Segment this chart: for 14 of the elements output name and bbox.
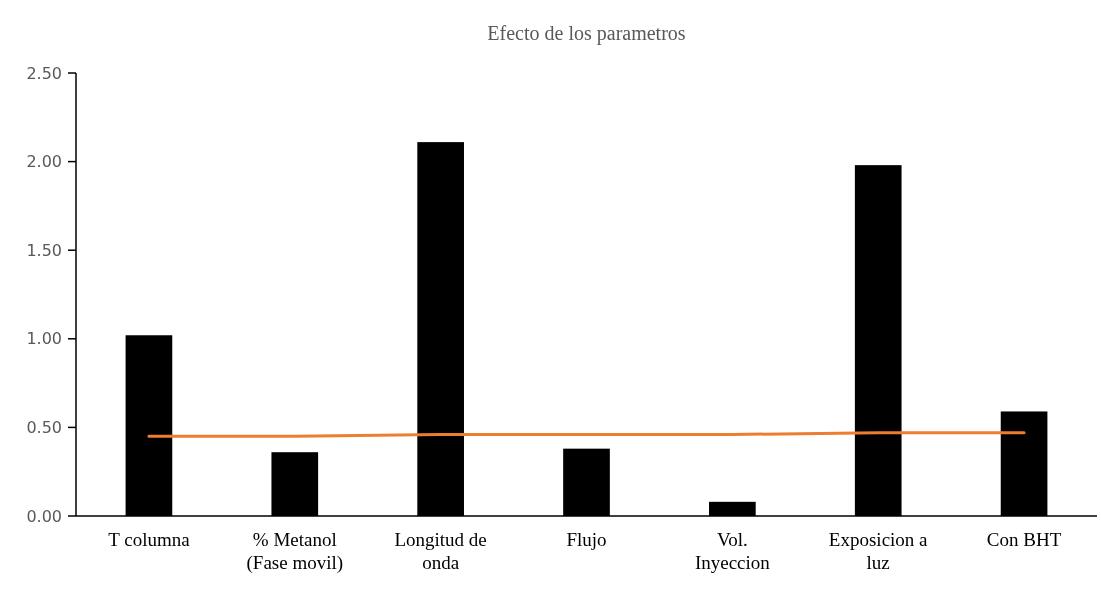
x-tick-label: % Metanol (Fase movil) <box>246 529 344 574</box>
chart-title: Efecto de los parametros <box>487 22 686 45</box>
y-tick-label: 1.00 <box>26 329 62 349</box>
x-tick-label: Flujo <box>566 529 607 550</box>
y-tick-label: 2.00 <box>26 152 62 172</box>
y-tick-label: 2.50 <box>26 63 62 83</box>
x-tick-label: Exposicion a luz <box>828 529 929 573</box>
x-tick-label: T columna <box>108 529 191 550</box>
x-tick-label: Con BHT <box>986 529 1062 550</box>
y-tick-label: 0.00 <box>26 506 62 526</box>
y-tick-label: 0.50 <box>26 418 62 437</box>
y-tick-label: 1.50 <box>26 240 62 260</box>
x-tick-label: Longitud de onda <box>394 529 487 573</box>
x-tick-label: Vol. Inyeccion <box>694 529 771 573</box>
